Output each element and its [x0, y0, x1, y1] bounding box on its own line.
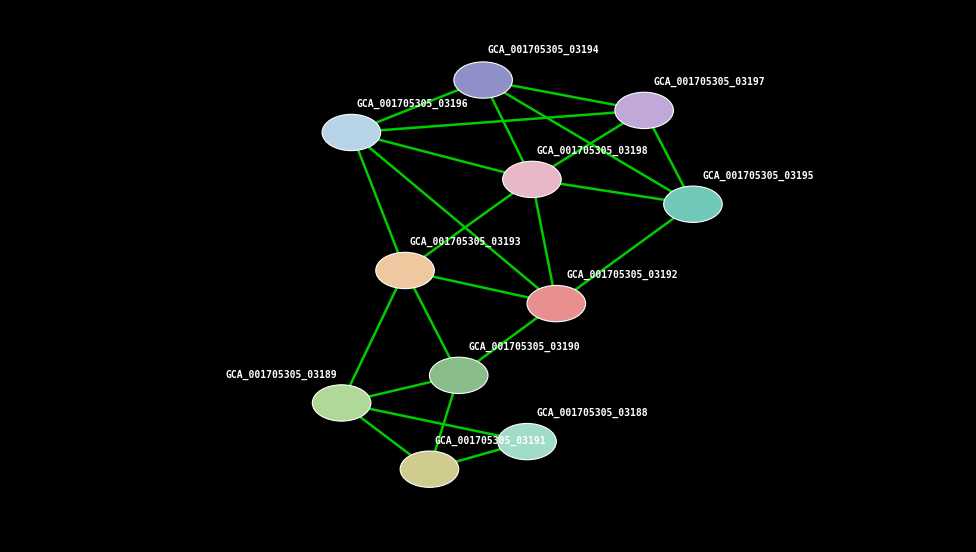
Ellipse shape [527, 285, 586, 322]
Text: GCA_001705305_03188: GCA_001705305_03188 [537, 408, 648, 418]
Text: GCA_001705305_03190: GCA_001705305_03190 [468, 342, 580, 352]
Ellipse shape [376, 252, 434, 289]
Ellipse shape [322, 114, 381, 151]
Text: GCA_001705305_03197: GCA_001705305_03197 [654, 77, 765, 87]
Ellipse shape [312, 385, 371, 421]
Text: GCA_001705305_03194: GCA_001705305_03194 [488, 45, 599, 55]
Ellipse shape [503, 161, 561, 198]
Ellipse shape [498, 423, 556, 460]
Text: GCA_001705305_03198: GCA_001705305_03198 [537, 146, 648, 156]
Text: GCA_001705305_03196: GCA_001705305_03196 [356, 99, 468, 109]
Ellipse shape [400, 451, 459, 487]
Ellipse shape [454, 62, 512, 98]
Text: GCA_001705305_03192: GCA_001705305_03192 [566, 270, 677, 280]
Text: GCA_001705305_03193: GCA_001705305_03193 [410, 237, 521, 247]
Ellipse shape [664, 186, 722, 222]
Ellipse shape [429, 357, 488, 394]
Text: GCA_001705305_03191: GCA_001705305_03191 [434, 436, 546, 446]
Text: GCA_001705305_03189: GCA_001705305_03189 [225, 369, 337, 380]
Ellipse shape [615, 92, 673, 129]
Text: GCA_001705305_03195: GCA_001705305_03195 [703, 171, 814, 181]
